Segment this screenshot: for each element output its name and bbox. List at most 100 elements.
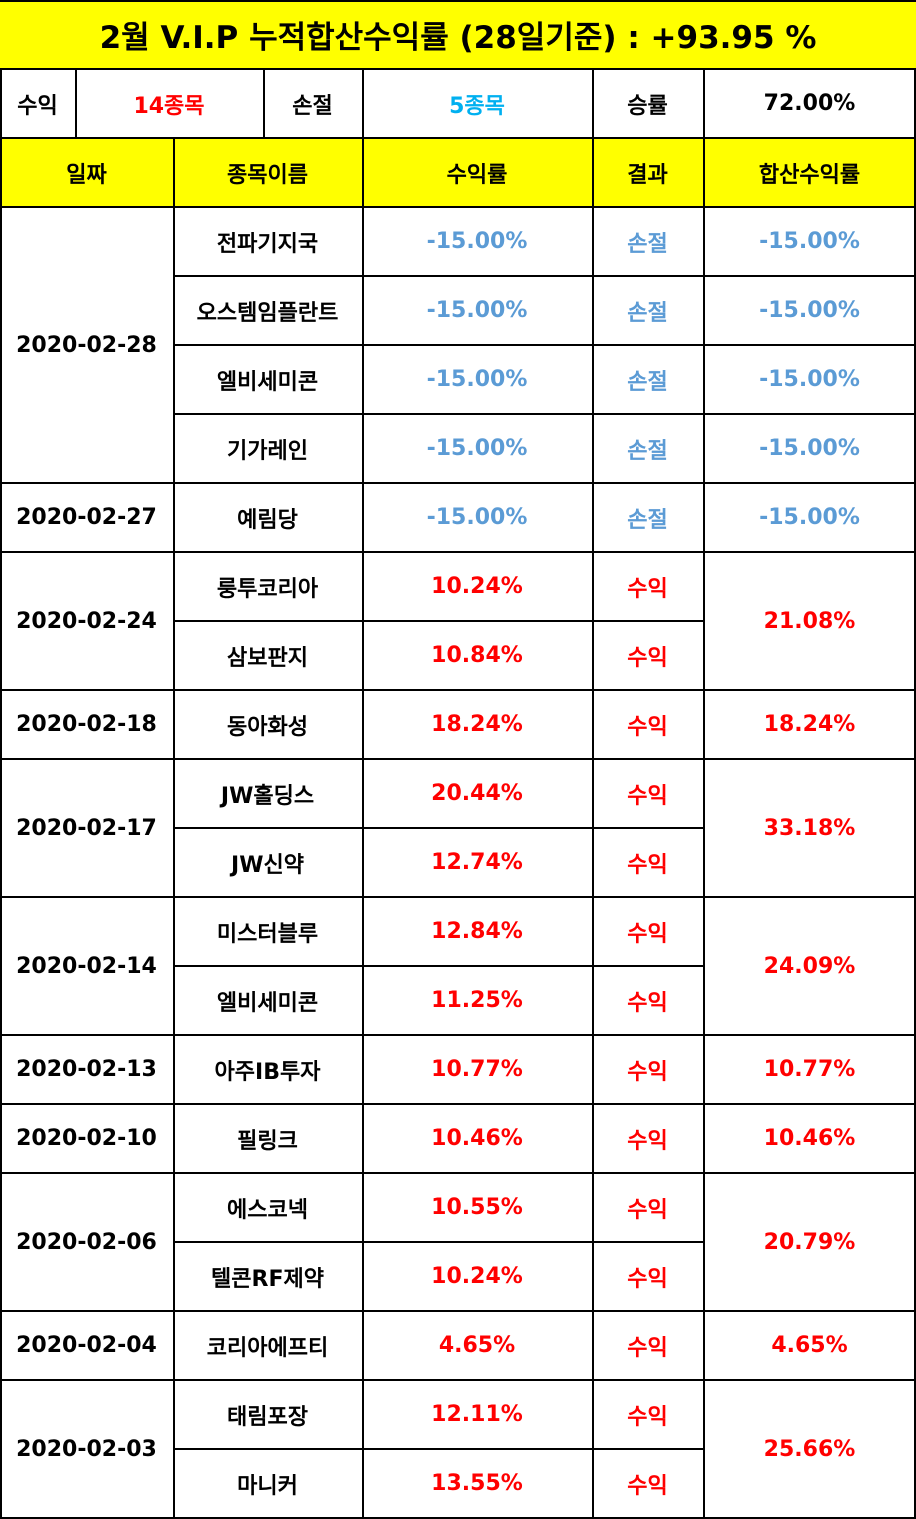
result-badge: 수익	[627, 1473, 668, 1499]
result-badge: 손절	[627, 300, 668, 326]
col-divider	[703, 69, 705, 138]
stock-name: 전파기지국	[216, 231, 319, 257]
stock-name: 텔콘RF제약	[211, 1266, 324, 1292]
stock-name: 태림포장	[227, 1404, 308, 1430]
result-badge: 수익	[627, 1128, 668, 1154]
row-divider	[173, 1448, 703, 1450]
total-return: 24.09%	[763, 953, 856, 979]
stock-name: 룽투코리아	[216, 576, 319, 602]
col-divider	[914, 138, 916, 207]
date-cell: 2020-02-24	[16, 608, 157, 634]
col-divider	[703, 207, 705, 1518]
return-rate: 10.24%	[431, 1264, 523, 1289]
stock-name: 아주IB투자	[214, 1059, 321, 1085]
return-rate: -15.00%	[426, 367, 528, 392]
return-rate: 12.84%	[431, 919, 523, 944]
return-rate: 10.77%	[431, 1057, 523, 1082]
row-divider	[0, 1103, 916, 1105]
return-rate: -15.00%	[426, 505, 528, 530]
stock-name: 코리아에프티	[206, 1335, 329, 1361]
row-divider	[0, 1034, 916, 1036]
col-divider	[0, 69, 2, 138]
summary-loss-value: 5종목	[449, 93, 505, 119]
total-return: 33.18%	[763, 815, 856, 841]
row-divider	[0, 689, 916, 691]
return-rate: 13.55%	[431, 1471, 523, 1496]
col-divider	[592, 69, 594, 138]
col-divider	[0, 207, 2, 1518]
return-rate: -15.00%	[426, 298, 528, 323]
header-total: 합산수익률	[703, 138, 916, 207]
date-cell: 2020-02-13	[16, 1057, 157, 1082]
total-return: 21.08%	[763, 608, 856, 634]
summary-profit-label: 수익	[17, 93, 58, 119]
result-badge: 손절	[627, 507, 668, 533]
row-divider	[0, 137, 916, 139]
result-badge: 수익	[627, 645, 668, 671]
summary-winrate-label: 승률	[627, 93, 668, 119]
col-divider	[703, 138, 705, 207]
row-divider	[173, 413, 916, 415]
header-result: 결과	[592, 138, 703, 207]
return-rate: -15.00%	[426, 229, 528, 254]
col-divider	[173, 207, 175, 1518]
date-cell: 2020-02-04	[16, 1333, 157, 1358]
date-cell: 2020-02-14	[16, 953, 157, 979]
col-divider	[592, 138, 594, 207]
col-divider	[263, 69, 265, 138]
date-cell: 2020-02-06	[16, 1229, 157, 1255]
stock-name: JW홀딩스	[220, 783, 315, 809]
total-return: -15.00%	[759, 436, 860, 461]
row-divider	[173, 965, 703, 967]
return-rate: 10.84%	[431, 643, 523, 668]
stock-name: 필링크	[237, 1128, 298, 1154]
return-rate: 4.65%	[438, 1333, 516, 1358]
stock-name: 예림당	[237, 507, 298, 533]
date-cell: 2020-02-17	[16, 815, 157, 841]
total-return: -15.00%	[759, 298, 860, 323]
stock-name: 동아화성	[227, 714, 308, 740]
row-divider	[0, 1310, 916, 1312]
summary-loss-label: 손절	[292, 93, 333, 119]
total-return: 18.24%	[763, 712, 856, 737]
col-divider	[362, 138, 364, 207]
return-rate: 10.46%	[431, 1126, 523, 1151]
result-badge: 수익	[627, 1266, 668, 1292]
return-rate: 12.74%	[431, 850, 523, 875]
result-badge: 손절	[627, 438, 668, 464]
row-divider	[0, 551, 916, 553]
result-badge: 수익	[627, 852, 668, 878]
date-cell: 2020-02-28	[16, 332, 157, 358]
row-divider	[0, 758, 916, 760]
total-return: 10.46%	[763, 1126, 856, 1151]
result-badge: 수익	[627, 1404, 668, 1430]
summary-winrate-value: 72.00%	[763, 91, 856, 116]
col-divider	[362, 207, 364, 1518]
result-badge: 수익	[627, 1197, 668, 1223]
stock-name: 오스템임플란트	[196, 300, 339, 326]
return-rate: 11.25%	[431, 988, 523, 1013]
total-return: -15.00%	[759, 505, 860, 530]
return-rate: 10.55%	[431, 1195, 523, 1220]
row-divider	[173, 275, 916, 277]
summary-profit-value: 14종목	[133, 93, 205, 119]
col-divider	[914, 69, 916, 138]
row-divider	[173, 344, 916, 346]
stock-name: 마니커	[237, 1473, 298, 1499]
total-return: 25.66%	[763, 1436, 856, 1462]
return-rate: 10.24%	[431, 574, 523, 599]
row-divider	[0, 0, 916, 2]
col-divider	[75, 69, 77, 138]
row-divider	[0, 896, 916, 898]
row-divider	[173, 1241, 703, 1243]
total-return: 4.65%	[771, 1333, 848, 1358]
stock-name: 삼보판지	[227, 645, 308, 671]
result-badge: 수익	[627, 714, 668, 740]
page-title: 2월 V.I.P 누적합산수익률 (28일기준) : +93.95 %	[0, 0, 916, 69]
col-divider	[173, 138, 175, 207]
col-divider	[0, 138, 2, 207]
col-divider	[592, 207, 594, 1518]
result-badge: 수익	[627, 576, 668, 602]
date-cell: 2020-02-27	[16, 505, 157, 530]
